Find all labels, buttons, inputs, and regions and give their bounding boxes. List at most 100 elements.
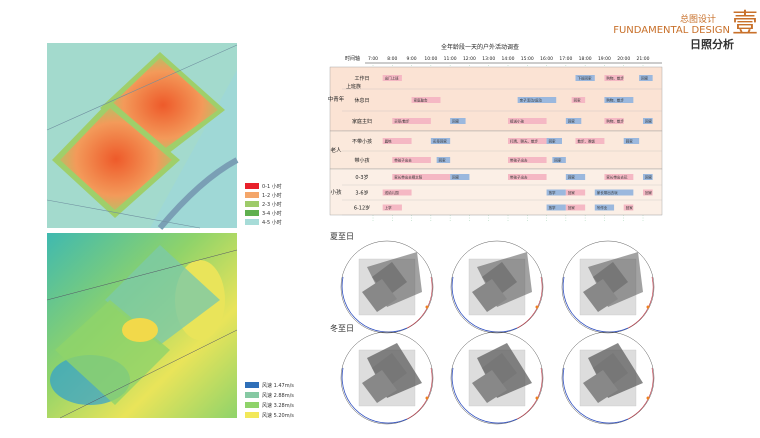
legend-swatch: [245, 192, 259, 198]
time-label: 9:00: [407, 56, 417, 62]
activity-label: 送幼儿园: [385, 190, 399, 195]
building: [472, 370, 507, 403]
time-label: 21:00: [637, 56, 650, 62]
activity-label: 带孩子出去: [394, 158, 412, 163]
title-cn: 总图设计: [680, 13, 716, 25]
sunlight-legend: 0-1 小时 1-2 小时 2-3 小时 3-4 小时 4-5 小时: [245, 183, 282, 226]
activity-bar: [411, 97, 441, 103]
building: [583, 279, 618, 312]
wind-legend: 风速 1.47m/s 风速 2.88m/s 风速 3.28m/s 风速 5.20m/s: [245, 382, 294, 419]
legend-label: 风速 1.47m/s: [262, 383, 294, 389]
time-label: 11:00: [444, 56, 457, 62]
activity-bar: [546, 204, 566, 211]
activity-label: 回家: [568, 175, 576, 180]
activity-label: 回家: [554, 158, 562, 163]
legend-swatch: [245, 382, 259, 388]
time-label: 7:00: [368, 56, 378, 62]
activity-bar: [565, 204, 586, 211]
axis-label: 时间轴: [345, 55, 360, 62]
activity-bar: [575, 75, 595, 81]
row-label: 0-3岁: [355, 174, 368, 181]
activity-label: 买菜回家: [433, 139, 447, 144]
sun-diagrams: [340, 240, 655, 425]
activity-bar: [517, 97, 557, 103]
activity-bar: [604, 97, 634, 103]
sun-path: [450, 240, 544, 334]
activity-label: 回家: [568, 190, 576, 195]
legend-swatch: [245, 210, 259, 216]
activity-label: 晨练: [385, 139, 392, 144]
activity-bar: [508, 157, 547, 163]
activity-bar: [565, 118, 582, 124]
building: [583, 370, 618, 403]
legend-swatch: [245, 201, 259, 207]
time-label: 16:00: [540, 56, 553, 62]
group-label: 小孩: [330, 188, 342, 196]
activity-label: 回家: [549, 139, 557, 144]
subtitle: 日照分析: [690, 37, 734, 51]
activity-label: 回家: [452, 175, 459, 180]
legend-swatch: [245, 402, 259, 408]
activity-bar: [508, 138, 547, 144]
building: [362, 370, 397, 403]
activity-label: 买菜/散步: [394, 119, 410, 124]
winter-label: 冬至日: [330, 323, 354, 333]
activity-label: 回家: [439, 158, 446, 163]
sun-path: [450, 331, 544, 425]
activity-label: 回家: [568, 119, 576, 124]
activity-bar: [382, 189, 412, 196]
sun-arc: [341, 276, 408, 333]
sun-path: [561, 240, 655, 334]
activity-bar: [643, 174, 653, 180]
legend-swatch: [245, 183, 259, 189]
activity-bar: [623, 204, 634, 211]
activity-bar: [623, 138, 640, 144]
activity-label: 回家: [645, 119, 653, 124]
activity-label: 出门上班: [385, 76, 399, 81]
sun-marker: [535, 305, 539, 309]
activity-bar: [565, 174, 586, 180]
sun-path: [340, 240, 434, 334]
wind-map: [46, 233, 238, 419]
row-parent: 上班族: [346, 83, 361, 90]
activity-label: 带孩子出去: [510, 175, 528, 180]
activity-bar: [604, 174, 634, 180]
activity-label: 回家: [645, 190, 653, 195]
sun-path: [340, 331, 434, 425]
row-label: 6-12岁: [354, 205, 370, 212]
activity-bar: [436, 157, 451, 163]
sun-marker: [425, 305, 429, 309]
activity-bar: [430, 138, 451, 144]
time-label: 13:00: [482, 56, 495, 62]
activity-label: 上学: [385, 205, 392, 210]
activity-bar: [594, 204, 615, 211]
activity-label: 家庭聚会: [414, 98, 428, 103]
time-label: 14:00: [502, 56, 515, 62]
sun-marker: [646, 305, 650, 309]
activity-bar: [392, 157, 431, 163]
time-label: 8:00: [387, 56, 397, 62]
row-label: 3-6岁: [355, 190, 368, 197]
schedule-title: 全年龄段一天的户外活动调查: [441, 43, 519, 51]
sun-arc: [562, 367, 629, 424]
activity-bar: [508, 118, 547, 124]
activity-label: 散步、晚饭: [578, 139, 596, 144]
sun-arc: [562, 276, 629, 333]
building: [472, 279, 507, 312]
time-label: 15:00: [521, 56, 534, 62]
row-label: 工作日: [354, 75, 369, 82]
activity-bar: [575, 138, 605, 144]
activity-bar: [546, 138, 562, 144]
legend-label: 3-4 小时: [262, 210, 282, 217]
activity-label: 打牌、聊天、散步: [510, 139, 538, 144]
time-label: 17:00: [559, 56, 572, 62]
activity-label: 下班回家: [578, 76, 592, 81]
activity-label: 放学: [549, 190, 557, 195]
activity-bar: [382, 204, 402, 211]
sun-marker: [425, 396, 429, 400]
activity-label: 回家: [645, 175, 653, 180]
activity-bar: [643, 118, 653, 124]
